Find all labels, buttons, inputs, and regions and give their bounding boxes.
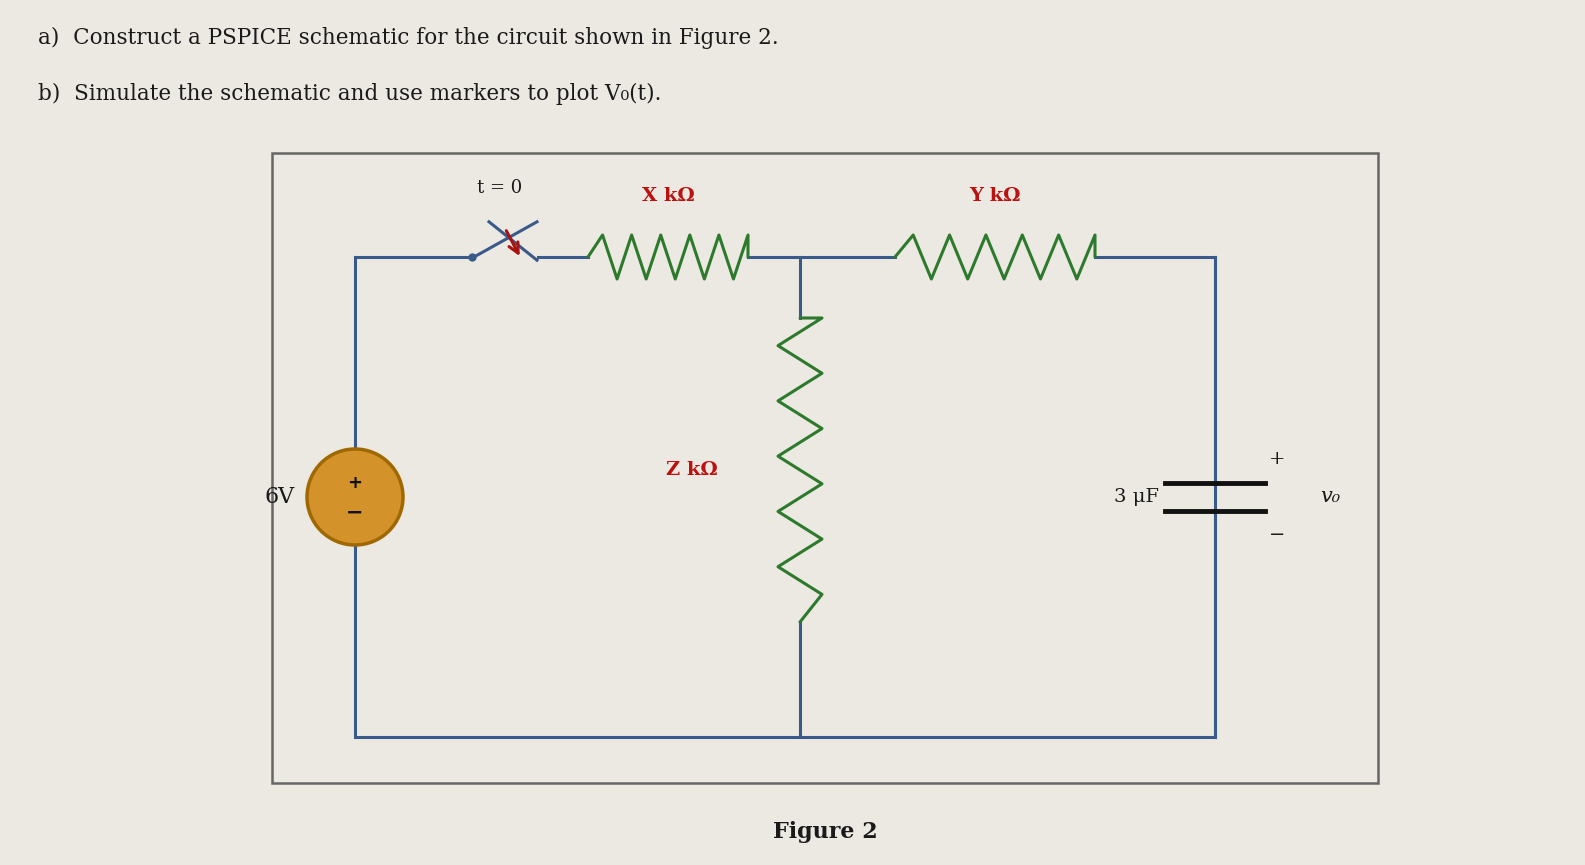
Text: +: + — [347, 474, 363, 492]
Text: t = 0: t = 0 — [477, 179, 523, 197]
Text: v₀: v₀ — [1320, 488, 1341, 507]
Text: +: + — [1268, 450, 1285, 468]
Bar — [273, 153, 1377, 783]
Text: Z kΩ: Z kΩ — [666, 461, 718, 479]
Text: a)  Construct a PSPICE schematic for the circuit shown in Figure 2.: a) Construct a PSPICE schematic for the … — [38, 27, 778, 49]
Circle shape — [307, 449, 403, 545]
Text: b)  Simulate the schematic and use markers to plot V₀(t).: b) Simulate the schematic and use marker… — [38, 83, 661, 105]
Text: Figure 2: Figure 2 — [772, 821, 878, 843]
Text: −: − — [346, 503, 363, 523]
Text: −: − — [1270, 526, 1285, 544]
Text: Y kΩ: Y kΩ — [970, 187, 1021, 205]
Text: X kΩ: X kΩ — [642, 187, 694, 205]
Text: 6V: 6V — [265, 486, 295, 508]
Text: 3 μF: 3 μF — [1114, 488, 1160, 506]
